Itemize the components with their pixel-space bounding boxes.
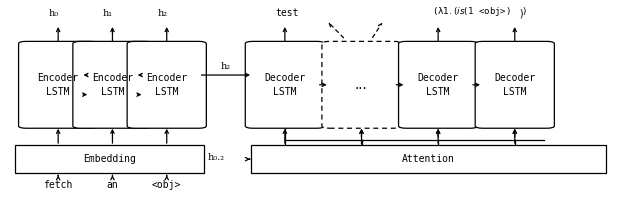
FancyBboxPatch shape xyxy=(127,41,206,128)
FancyBboxPatch shape xyxy=(399,41,477,128)
Text: h₁: h₁ xyxy=(103,9,113,18)
FancyBboxPatch shape xyxy=(19,41,98,128)
Text: test: test xyxy=(275,8,299,18)
FancyBboxPatch shape xyxy=(15,145,204,173)
Text: Encoder
LSTM: Encoder LSTM xyxy=(38,73,79,97)
Text: Decoder
LSTM: Decoder LSTM xyxy=(417,73,459,97)
Text: <obj>: <obj> xyxy=(152,180,181,190)
Text: Decoder
LSTM: Decoder LSTM xyxy=(264,73,305,97)
Text: Attention: Attention xyxy=(402,154,455,164)
Text: Encoder
LSTM: Encoder LSTM xyxy=(146,73,188,97)
Text: Encoder
LSTM: Encoder LSTM xyxy=(92,73,133,97)
Text: h₀: h₀ xyxy=(49,9,59,18)
FancyBboxPatch shape xyxy=(73,41,152,128)
FancyBboxPatch shape xyxy=(322,41,401,128)
FancyBboxPatch shape xyxy=(475,41,554,128)
Text: ): ) xyxy=(518,8,524,18)
Text: fetch: fetch xyxy=(44,180,73,190)
FancyBboxPatch shape xyxy=(245,41,324,128)
Text: h₀.₂: h₀.₂ xyxy=(207,153,224,162)
Text: Embedding: Embedding xyxy=(83,154,136,164)
FancyBboxPatch shape xyxy=(251,145,606,173)
Text: ...: ... xyxy=(355,78,368,92)
Text: an: an xyxy=(107,180,118,190)
Text: h₂: h₂ xyxy=(221,62,231,71)
Text: Decoder
LSTM: Decoder LSTM xyxy=(494,73,535,97)
Text: h₂: h₂ xyxy=(157,9,167,18)
Text: (λ$1.(is($1 <obj>)  ): (λ$1.(is($1 <obj>) ) xyxy=(432,5,527,18)
